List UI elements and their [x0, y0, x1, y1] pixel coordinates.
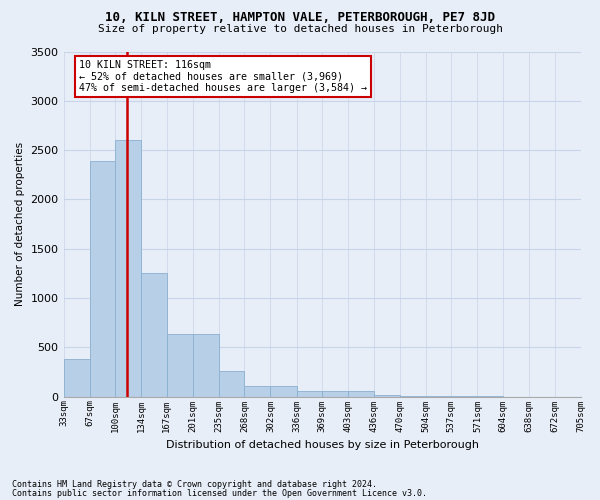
- Bar: [296, 391, 322, 396]
- Bar: [64, 359, 89, 397]
- Bar: [322, 391, 348, 396]
- Text: Size of property relative to detached houses in Peterborough: Size of property relative to detached ho…: [97, 24, 503, 34]
- Text: Contains HM Land Registry data © Crown copyright and database right 2024.: Contains HM Land Registry data © Crown c…: [12, 480, 377, 489]
- Bar: [348, 391, 374, 396]
- Bar: [219, 371, 244, 396]
- Bar: [141, 274, 167, 396]
- Bar: [115, 140, 141, 396]
- X-axis label: Distribution of detached houses by size in Peterborough: Distribution of detached houses by size …: [166, 440, 479, 450]
- Bar: [374, 394, 400, 396]
- Text: 10, KILN STREET, HAMPTON VALE, PETERBOROUGH, PE7 8JD: 10, KILN STREET, HAMPTON VALE, PETERBORO…: [105, 11, 495, 24]
- Bar: [271, 386, 296, 396]
- Bar: [193, 334, 219, 396]
- Text: Contains public sector information licensed under the Open Government Licence v3: Contains public sector information licen…: [12, 488, 427, 498]
- Bar: [244, 386, 271, 396]
- Bar: [167, 334, 193, 396]
- Y-axis label: Number of detached properties: Number of detached properties: [15, 142, 25, 306]
- Bar: [89, 161, 115, 396]
- Text: 10 KILN STREET: 116sqm
← 52% of detached houses are smaller (3,969)
47% of semi-: 10 KILN STREET: 116sqm ← 52% of detached…: [79, 60, 367, 94]
